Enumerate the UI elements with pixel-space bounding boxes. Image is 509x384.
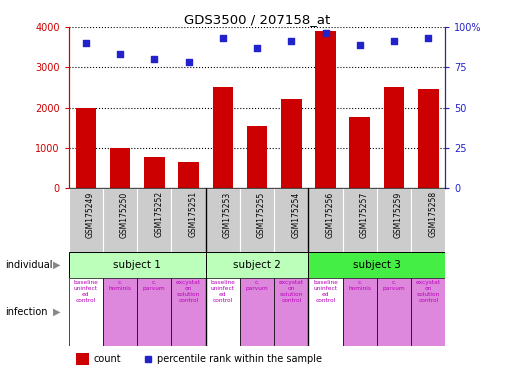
- Bar: [411, 188, 445, 252]
- Point: [390, 38, 398, 45]
- Text: baseline
uninfect
ed
control: baseline uninfect ed control: [210, 280, 235, 303]
- Text: GSM175249: GSM175249: [86, 191, 95, 238]
- Bar: [206, 278, 240, 346]
- Bar: [247, 126, 267, 188]
- Bar: [384, 88, 404, 188]
- Text: count: count: [93, 354, 121, 364]
- Bar: [240, 188, 274, 252]
- Bar: [377, 278, 411, 346]
- Text: GSM175255: GSM175255: [257, 191, 266, 238]
- Bar: [144, 157, 164, 188]
- Text: ▶: ▶: [53, 307, 61, 317]
- Point: [356, 41, 364, 48]
- Bar: [137, 278, 172, 346]
- Text: c.
parvum: c. parvum: [143, 280, 166, 291]
- Text: GSM175251: GSM175251: [188, 191, 197, 237]
- Text: infection: infection: [5, 307, 47, 317]
- Bar: [308, 278, 343, 346]
- Text: GSM175257: GSM175257: [360, 191, 369, 238]
- Point: [82, 40, 90, 46]
- Bar: [308, 188, 343, 252]
- Bar: [315, 31, 336, 188]
- Text: GSM175258: GSM175258: [428, 191, 437, 237]
- Point: [424, 35, 432, 41]
- Text: individual: individual: [5, 260, 52, 270]
- Text: c.
hominis: c. hominis: [348, 280, 371, 291]
- Point: [184, 59, 192, 65]
- Bar: [274, 188, 308, 252]
- Text: GSM175250: GSM175250: [120, 191, 129, 238]
- Bar: [172, 278, 206, 346]
- Bar: [110, 148, 130, 188]
- Text: excystat
on
solution
control: excystat on solution control: [176, 280, 201, 303]
- Bar: [350, 117, 370, 188]
- Text: excystat
on
solution
control: excystat on solution control: [416, 280, 441, 303]
- Text: GSM175256: GSM175256: [326, 191, 334, 238]
- Point: [253, 45, 261, 51]
- Bar: [103, 188, 137, 252]
- Bar: [308, 252, 445, 278]
- Point: [287, 38, 295, 45]
- Text: excystat
on
solution
control: excystat on solution control: [279, 280, 304, 303]
- Title: GDS3500 / 207158_at: GDS3500 / 207158_at: [184, 13, 330, 26]
- Bar: [213, 88, 233, 188]
- Bar: [172, 188, 206, 252]
- Text: c.
parvum: c. parvum: [383, 280, 405, 291]
- Text: ▶: ▶: [53, 260, 61, 270]
- Bar: [103, 278, 137, 346]
- Bar: [178, 162, 199, 188]
- Text: subject 1: subject 1: [114, 260, 161, 270]
- Bar: [69, 278, 103, 346]
- Bar: [240, 278, 274, 346]
- Bar: [343, 278, 377, 346]
- Text: subject 2: subject 2: [233, 260, 281, 270]
- Bar: [76, 353, 90, 365]
- Text: GSM175252: GSM175252: [154, 191, 163, 237]
- Text: GSM175259: GSM175259: [394, 191, 403, 238]
- Bar: [343, 188, 377, 252]
- Point: [116, 51, 124, 57]
- Text: percentile rank within the sample: percentile rank within the sample: [157, 354, 322, 364]
- Bar: [418, 89, 439, 188]
- Text: baseline
uninfect
ed
control: baseline uninfect ed control: [73, 280, 98, 303]
- Text: c.
hominis: c. hominis: [108, 280, 132, 291]
- Text: GSM175253: GSM175253: [223, 191, 232, 238]
- Bar: [411, 278, 445, 346]
- Point: [219, 35, 227, 41]
- Bar: [274, 278, 308, 346]
- Text: baseline
uninfect
ed
control: baseline uninfect ed control: [313, 280, 338, 303]
- Text: subject 3: subject 3: [353, 260, 401, 270]
- Bar: [206, 188, 240, 252]
- Bar: [281, 99, 301, 188]
- Bar: [137, 188, 172, 252]
- Text: GSM175254: GSM175254: [291, 191, 300, 238]
- Bar: [377, 188, 411, 252]
- Bar: [75, 108, 96, 188]
- Text: c.
parvum: c. parvum: [246, 280, 268, 291]
- Point: [150, 56, 158, 62]
- Bar: [69, 252, 206, 278]
- Bar: [69, 188, 103, 252]
- Point: [322, 30, 330, 36]
- Bar: [206, 252, 308, 278]
